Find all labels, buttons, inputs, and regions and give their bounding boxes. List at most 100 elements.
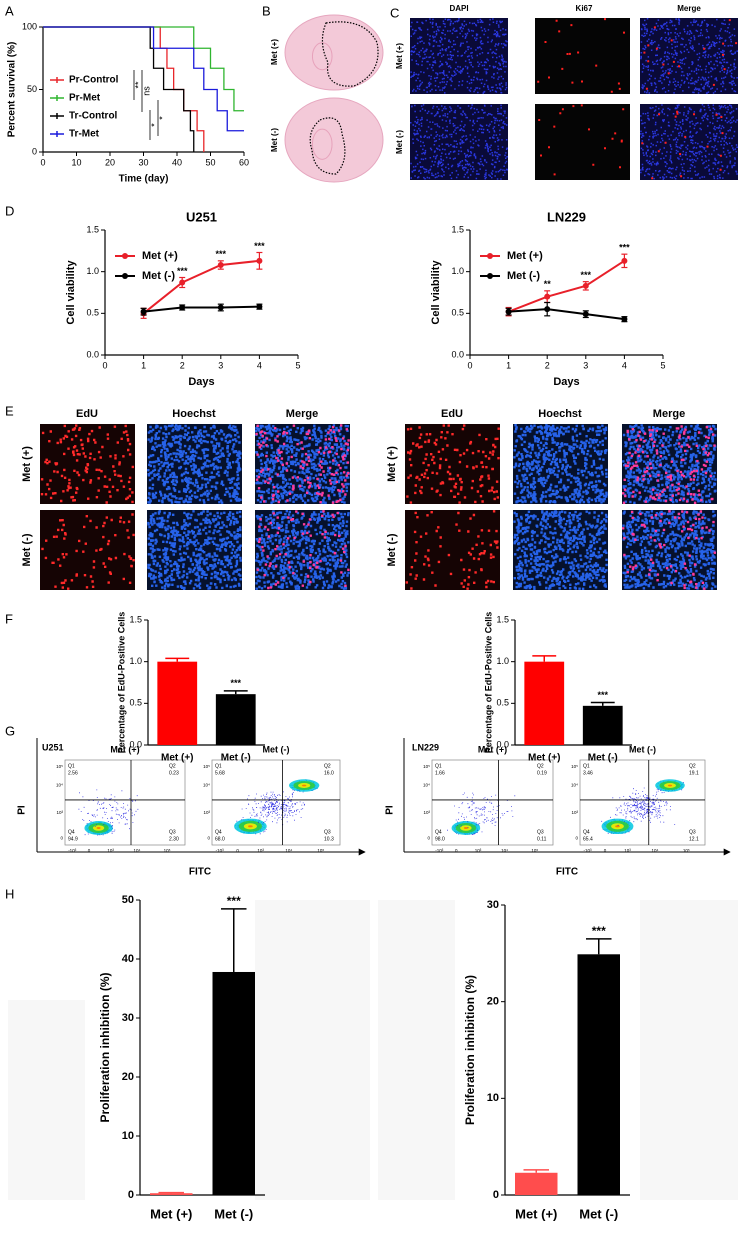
point bbox=[179, 279, 186, 286]
x-tick-label: -10³ bbox=[435, 848, 444, 853]
survival-curve bbox=[43, 26, 244, 132]
flow-plot bbox=[431, 759, 554, 846]
quadrant-value: 68.0 bbox=[215, 836, 225, 842]
row-label: Met (+) bbox=[270, 39, 279, 65]
micrograph bbox=[535, 18, 630, 94]
column-header: Merge bbox=[286, 408, 318, 420]
annotation: ** bbox=[544, 279, 552, 289]
y-axis-label: Percent survival (%) bbox=[7, 42, 18, 138]
quadrant-name: Q3 bbox=[324, 829, 331, 835]
y-axis-label: Proliferation inhibition (%) bbox=[98, 973, 112, 1123]
point bbox=[621, 316, 628, 323]
tumor-outline bbox=[321, 21, 379, 87]
stained-cells bbox=[640, 104, 738, 180]
y-tick-label: 0.0 bbox=[86, 349, 99, 359]
point bbox=[544, 293, 551, 300]
y-tick-label: 20 bbox=[487, 996, 499, 1008]
quadrant-name: Q1 bbox=[68, 763, 75, 769]
plot-title: Met (+) bbox=[478, 744, 507, 754]
column-header: Merge bbox=[677, 4, 701, 13]
quadrant-name: Q1 bbox=[215, 763, 222, 769]
stained-cells bbox=[147, 510, 242, 590]
bar bbox=[515, 1172, 558, 1195]
y-tick-label: 40 bbox=[122, 953, 134, 965]
x-tick-label: 10³ bbox=[257, 848, 264, 853]
stained-cells bbox=[40, 424, 134, 504]
point bbox=[582, 311, 589, 318]
y-tick-label: 30 bbox=[487, 899, 499, 911]
axis-label: FITC bbox=[556, 867, 578, 878]
brain-fold bbox=[311, 42, 333, 71]
micrograph bbox=[40, 510, 135, 590]
background-block bbox=[255, 900, 370, 1200]
y-tick-label: 0.5 bbox=[496, 698, 509, 708]
y-tick-label: 100 bbox=[22, 21, 37, 31]
x-tick-label: 1 bbox=[506, 360, 511, 370]
x-tick-label: 0 bbox=[88, 848, 91, 853]
x-tick-label: 4 bbox=[622, 360, 627, 370]
brain-section bbox=[284, 97, 384, 183]
legend-label: Tr-Met bbox=[69, 129, 100, 140]
chart-title: U251 bbox=[186, 209, 217, 224]
panel-label: G bbox=[5, 723, 15, 738]
x-tick-label: Met (-) bbox=[588, 753, 618, 764]
panel-label: A bbox=[5, 3, 14, 18]
y-tick-label: 0 bbox=[207, 835, 210, 840]
y-tick-label: 50 bbox=[27, 84, 37, 94]
x-tick-label: 10⁴ bbox=[285, 848, 292, 853]
x-tick-label: 10³ bbox=[624, 848, 631, 853]
x-tick-label: 10³ bbox=[475, 848, 482, 853]
micrograph bbox=[410, 104, 508, 180]
point bbox=[505, 308, 512, 315]
quadrant-name: Q2 bbox=[324, 763, 331, 769]
density bbox=[96, 827, 101, 829]
plot-title: Met (-) bbox=[263, 744, 290, 754]
x-tick-label: Met (+) bbox=[161, 753, 194, 764]
x-tick-label: -10³ bbox=[583, 848, 592, 853]
point bbox=[256, 303, 263, 310]
x-tick-label: 10⁵ bbox=[683, 848, 690, 853]
row-label: Met (-) bbox=[395, 130, 404, 154]
legend-label: Pr-Control bbox=[69, 75, 119, 86]
micrograph bbox=[535, 104, 630, 180]
x-tick-label: 5 bbox=[660, 360, 665, 370]
x-tick-label: 0 bbox=[467, 360, 472, 370]
quadrant-name: Q2 bbox=[689, 763, 696, 769]
point bbox=[582, 282, 589, 289]
quadrant-name: Q4 bbox=[215, 829, 222, 835]
y-axis-label: Cell viability bbox=[65, 260, 77, 325]
series-line bbox=[143, 305, 260, 313]
column-header: Merge bbox=[653, 408, 685, 420]
point bbox=[179, 304, 186, 311]
row-label: Met (-) bbox=[386, 533, 398, 566]
y-tick-label: 0 bbox=[128, 1189, 134, 1201]
panel-label: F bbox=[5, 611, 13, 626]
x-tick-label: 10³ bbox=[107, 848, 114, 853]
y-tick-label: 0.5 bbox=[129, 698, 142, 708]
quadrant-value: 98.0 bbox=[435, 836, 445, 842]
quadrant-name: Q4 bbox=[583, 829, 590, 835]
x-tick-label: 2 bbox=[545, 360, 550, 370]
events bbox=[610, 787, 676, 826]
flow-plot bbox=[579, 759, 706, 846]
x-tick-label: 10⁴ bbox=[652, 848, 659, 853]
axis-label: PI bbox=[17, 805, 28, 815]
background-block bbox=[8, 1000, 85, 1200]
stained-cells bbox=[255, 424, 350, 504]
legend-label: Tr-Control bbox=[69, 111, 118, 122]
quadrant-value: 10.3 bbox=[324, 836, 334, 842]
y-tick-label: 10 bbox=[487, 1092, 499, 1104]
y-tick-label: 10 bbox=[122, 1130, 134, 1142]
x-tick-label: 2 bbox=[180, 360, 185, 370]
y-tick-label: 10⁴ bbox=[56, 783, 63, 788]
group-label: LN229 bbox=[412, 742, 439, 752]
y-tick-label: 30 bbox=[122, 1012, 134, 1024]
x-tick-label: 4 bbox=[257, 360, 262, 370]
point bbox=[256, 257, 263, 264]
y-tick-label: 1.5 bbox=[451, 224, 464, 234]
annotation: *** bbox=[581, 270, 592, 280]
y-tick-label: 50 bbox=[122, 894, 134, 906]
annotation: *** bbox=[230, 678, 241, 688]
stained-cells bbox=[513, 510, 608, 590]
x-tick-label: Met (-) bbox=[214, 1206, 253, 1221]
